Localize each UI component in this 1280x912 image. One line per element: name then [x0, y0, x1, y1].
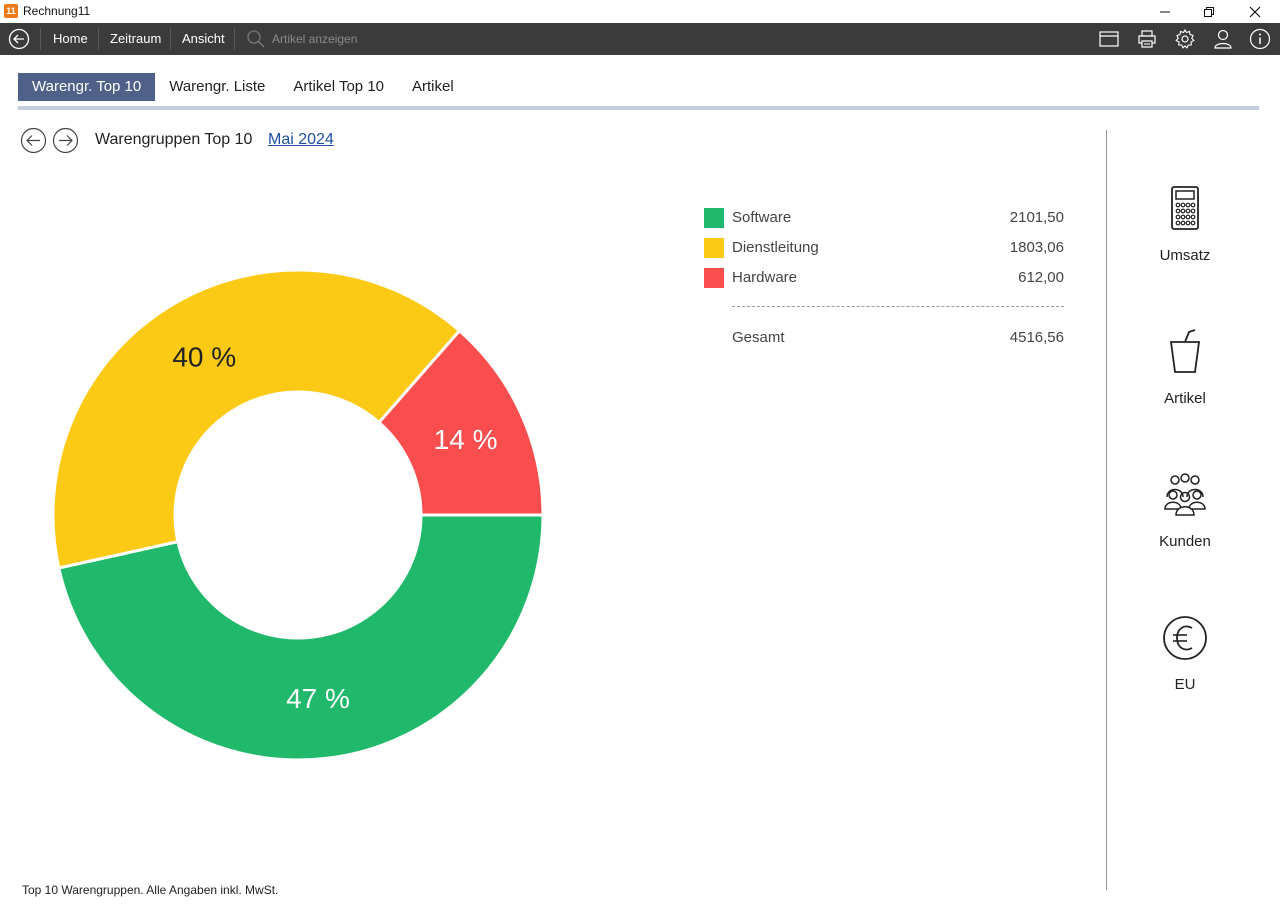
- sidebar-item-eu[interactable]: EU: [1128, 614, 1242, 724]
- restore-icon: [1204, 6, 1214, 17]
- user-icon[interactable]: [1212, 28, 1234, 50]
- donut-chart: 47 % 40 % 14 %: [51, 268, 545, 762]
- title-bar: 11 Rechnung11: [0, 0, 1280, 23]
- toolbar-divider: [234, 28, 235, 50]
- legend-item: Software 2101,50: [704, 205, 1066, 235]
- cup-icon: [1169, 329, 1201, 373]
- sidebar-item-kunden[interactable]: Kunden: [1128, 471, 1242, 581]
- sidebar-item-label: Artikel: [1164, 390, 1206, 407]
- tab-warengr-liste[interactable]: Warengr. Liste: [169, 78, 266, 95]
- legend-value: 1803,06: [1009, 239, 1064, 256]
- toolbar-zeitraum[interactable]: Zeitraum: [110, 31, 162, 46]
- next-period-button[interactable]: [52, 127, 79, 154]
- legend-divider: [732, 306, 1064, 307]
- calculator-icon: [1171, 186, 1199, 230]
- main-toolbar: Home Zeitraum Ansicht: [0, 23, 1280, 55]
- sidebar-item-umsatz[interactable]: Umsatz: [1128, 185, 1242, 295]
- window-icon[interactable]: [1098, 28, 1120, 50]
- period-link[interactable]: Mai 2024: [268, 131, 334, 148]
- window-title: Rechnung11: [23, 4, 91, 18]
- app-logo-icon: 11: [4, 4, 18, 18]
- minimize-button[interactable]: [1142, 0, 1188, 23]
- total-value: 4516,56: [1009, 329, 1064, 346]
- tab-artikel[interactable]: Artikel: [412, 78, 454, 95]
- sidebar-item-label: Umsatz: [1159, 247, 1211, 264]
- legend-item: Hardware 612,00: [704, 265, 1066, 295]
- legend-label: Software: [732, 209, 792, 226]
- legend-label: Hardware: [732, 269, 798, 286]
- search-icon: [247, 30, 265, 48]
- legend-swatch-hardware: [704, 268, 724, 288]
- toolbar-divider: [40, 28, 41, 50]
- toolbar-home[interactable]: Home: [53, 31, 88, 46]
- pie-slice-hardware: [376, 328, 545, 517]
- toolbar-divider: [98, 28, 99, 50]
- close-button[interactable]: [1232, 0, 1278, 23]
- tab-bar: Warengr. Top 10 Warengr. Liste Artikel T…: [18, 73, 468, 101]
- sidebar-item-artikel[interactable]: Artikel: [1128, 328, 1242, 438]
- tab-underline: [18, 106, 1259, 110]
- restore-button[interactable]: [1186, 0, 1232, 23]
- back-arrow-icon[interactable]: [8, 28, 30, 50]
- page-title: Warengruppen Top 10: [95, 131, 253, 148]
- total-label: Gesamt: [732, 329, 785, 346]
- sidebar-item-label: Kunden: [1159, 533, 1211, 550]
- chart-legend: Software 2101,50 Dienstleitung 1803,06 H…: [704, 205, 1066, 346]
- pie-percent-label: 14 %: [434, 424, 498, 455]
- legend-swatch-software: [704, 208, 724, 228]
- customers-icon: [1164, 473, 1206, 516]
- toolbar-divider: [170, 28, 171, 50]
- pie-slice-software: [57, 513, 545, 762]
- panel-divider: [1106, 130, 1107, 890]
- legend-swatch-dienstleitung: [704, 238, 724, 258]
- legend-item: Dienstleitung 1803,06: [704, 235, 1066, 265]
- close-icon: [1249, 6, 1261, 17]
- legend-total-row: Gesamt 4516,56: [704, 325, 1066, 355]
- pie-percent-label: 40 %: [172, 342, 236, 373]
- search-input[interactable]: [272, 32, 472, 46]
- tab-artikel-top10[interactable]: Artikel Top 10: [293, 78, 384, 95]
- legend-value: 612,00: [1018, 269, 1064, 286]
- euro-icon: [1163, 616, 1207, 660]
- tab-warengr-top10[interactable]: Warengr. Top 10: [18, 73, 156, 101]
- settings-icon[interactable]: [1174, 28, 1196, 50]
- legend-label: Dienstleitung: [732, 239, 819, 256]
- info-icon[interactable]: [1249, 28, 1271, 50]
- footer-note: Top 10 Warengruppen. Alle Angaben inkl. …: [22, 883, 279, 897]
- print-icon[interactable]: [1136, 28, 1158, 50]
- legend-value: 2101,50: [1009, 209, 1064, 226]
- pie-slice-dienstleitung: [51, 268, 462, 570]
- toolbar-ansicht[interactable]: Ansicht: [182, 31, 225, 46]
- sidebar-item-label: EU: [1174, 676, 1196, 693]
- previous-period-button[interactable]: [20, 127, 47, 154]
- minimize-icon: [1160, 11, 1170, 12]
- pie-percent-label: 47 %: [286, 683, 350, 714]
